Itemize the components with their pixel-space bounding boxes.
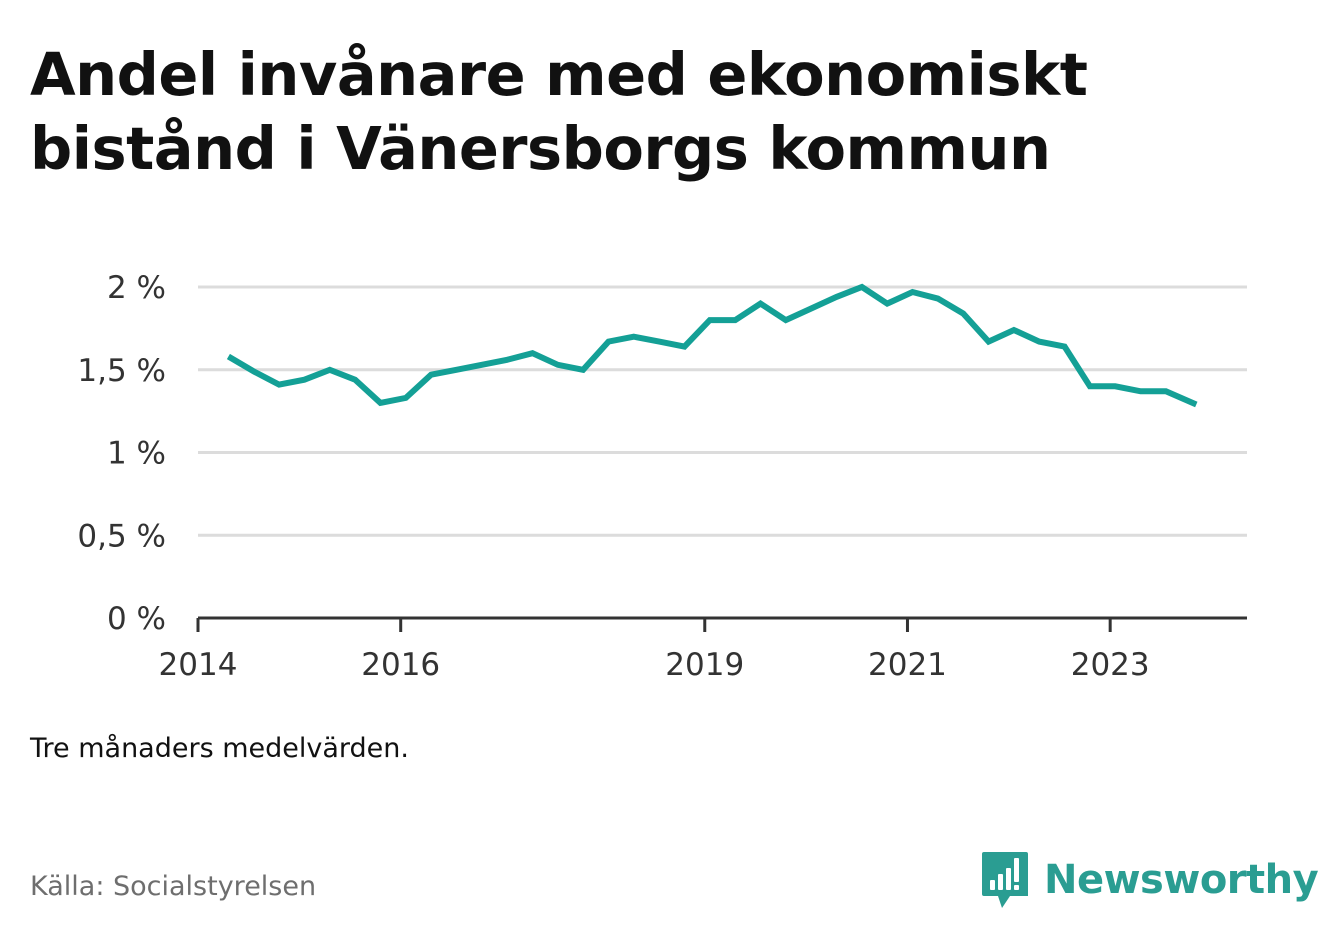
x-tick-label: 2023 — [1071, 647, 1150, 683]
brand-logo[interactable]: Newsworthy — [980, 848, 1319, 912]
chart-title: Andel invånare med ekonomiskt bistånd i … — [30, 40, 1088, 183]
gridlines — [198, 285, 1247, 537]
y-tick-label: 1 % — [107, 436, 166, 472]
x-tick-label: 2019 — [665, 647, 744, 683]
x-tick-label: 2021 — [868, 647, 947, 683]
x-axis-labels: 2014 2016 2019 2021 2023 — [159, 647, 1150, 683]
chart-note: Tre månaders medelvärden. — [30, 733, 409, 764]
x-axis-ticks — [196, 618, 1112, 632]
x-tick-label: 2016 — [361, 647, 440, 683]
y-axis-labels: 0 % 0,5 % 1 % 1,5 % 2 % — [77, 270, 166, 637]
line-chart: 0 % 0,5 % 1 % 1,5 % 2 % 2014 2016 2019 2021 2023 — [77, 270, 1247, 683]
series-group — [226, 283, 1198, 408]
brand-name: Newsworthy — [1044, 857, 1319, 903]
y-tick-label: 1,5 % — [77, 353, 166, 389]
y-tick-label: 0,5 % — [77, 518, 166, 554]
y-tick-label: 2 % — [107, 270, 166, 306]
source-credit: Källa: Socialstyrelsen — [30, 871, 317, 902]
x-tick-label: 2014 — [159, 647, 238, 683]
newsworthy-logo-icon — [982, 852, 1028, 908]
series-line — [226, 283, 1198, 408]
y-tick-label: 0 % — [107, 601, 166, 637]
